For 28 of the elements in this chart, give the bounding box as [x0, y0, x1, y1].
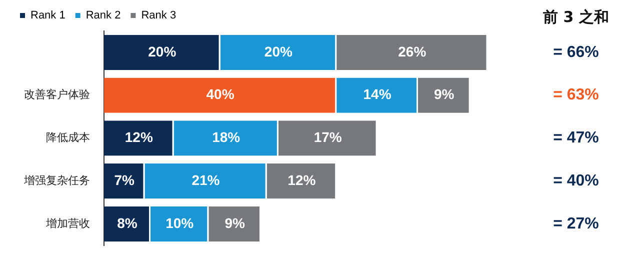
data-label: 7%	[114, 172, 136, 188]
data-label: 18%	[212, 129, 241, 146]
y-tick-label: 增加营收	[45, 216, 90, 230]
text: = 40%	[553, 172, 599, 190]
data-label: 12%	[288, 172, 316, 188]
data-label: 20%	[264, 43, 293, 60]
legend-label: Rank 3	[141, 10, 176, 22]
data-label: 9%	[224, 214, 246, 231]
legend-label: Rank 1	[30, 10, 66, 22]
data-label: 14%	[363, 86, 392, 102]
y-tick-label: 增强复杂任务	[23, 174, 90, 187]
data-label: 20%	[148, 43, 177, 60]
data-label: 12%	[124, 129, 154, 146]
text: = 27%	[553, 215, 599, 232]
text: = 66%	[553, 44, 599, 61]
data-label: 10%	[166, 214, 194, 231]
data-label: 21%	[192, 172, 220, 188]
data-label: 17%	[314, 129, 342, 146]
text: = 63%	[553, 86, 599, 104]
data-label: 40%	[206, 86, 235, 102]
data-label: 26%	[398, 43, 427, 60]
text: = 47%	[553, 130, 599, 147]
y-tick-label: 改善客户体验	[24, 88, 90, 102]
data-label: 8%	[117, 214, 138, 231]
y-tick-label: 降低成本	[46, 131, 90, 144]
data-label: 9%	[434, 86, 455, 102]
legend-label: Rank 2	[86, 10, 121, 22]
text: 前 3 之和	[542, 8, 609, 26]
